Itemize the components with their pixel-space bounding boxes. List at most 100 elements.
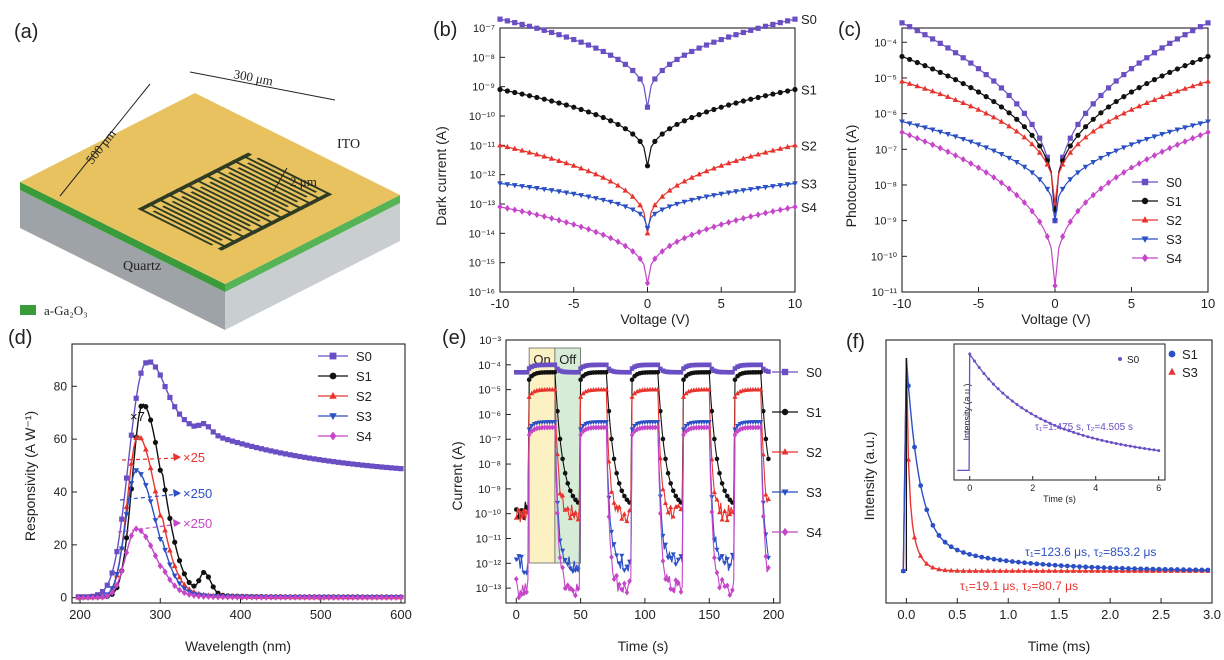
marker-s4 <box>527 210 532 217</box>
marker-s3 <box>722 561 727 566</box>
marker-s1 <box>655 370 660 375</box>
marker-s1 <box>937 533 942 538</box>
plot-frame <box>500 28 795 292</box>
marker-s4 <box>1205 129 1210 136</box>
marker-s0 <box>273 449 278 454</box>
marker-s4 <box>968 160 973 167</box>
marker-s1 <box>1205 54 1210 59</box>
marker-s0 <box>1029 122 1034 127</box>
marker-s0 <box>748 28 753 33</box>
marker-s4 <box>674 238 679 245</box>
marker-s4 <box>991 174 996 181</box>
marker-s2 <box>722 508 727 513</box>
marker-s1 <box>999 104 1004 109</box>
marker-s2 <box>1014 128 1020 133</box>
marker-s2 <box>899 78 905 83</box>
marker-s1 <box>1083 124 1088 129</box>
marker-s0 <box>630 68 635 73</box>
marker-s1 <box>722 488 727 493</box>
marker-s4 <box>778 206 783 213</box>
marker-s1 <box>1163 567 1168 572</box>
annotation-arrow <box>122 458 179 460</box>
marker-s1 <box>667 126 672 131</box>
marker-s0 <box>719 37 724 42</box>
marker-s4 <box>953 152 958 159</box>
y-tick-label: 60 <box>54 432 68 446</box>
marker-s1 <box>505 88 510 93</box>
marker-s1 <box>638 139 643 144</box>
legend-label-s3: S3 <box>1182 365 1198 380</box>
x-tick-label: 200 <box>763 607 785 622</box>
marker-s3 <box>918 553 923 558</box>
marker-s2 <box>143 446 149 451</box>
marker-s0 <box>778 20 783 25</box>
marker-s1 <box>1181 567 1186 572</box>
off-label: Off <box>559 352 576 367</box>
marker-s0 <box>1106 85 1111 90</box>
marker-s0 <box>1110 441 1113 444</box>
y-tick-label: 10⁻⁹ <box>478 484 501 496</box>
marker-s4 <box>1160 148 1165 155</box>
marker-s2 <box>623 187 629 192</box>
marker-s1 <box>741 98 746 103</box>
x-tick-label: 500 <box>310 607 332 622</box>
marker-s1 <box>930 523 935 528</box>
x-tick-label: 200 <box>69 607 91 622</box>
marker-s0 <box>230 439 235 444</box>
marker-s1 <box>1096 565 1101 570</box>
marker-s1 <box>712 437 717 442</box>
marker-s1 <box>1126 566 1131 571</box>
marker-s1 <box>553 370 558 375</box>
marker-s1 <box>211 584 216 589</box>
marker-s4 <box>704 226 709 233</box>
marker-s1 <box>1091 117 1096 122</box>
marker-s4 <box>792 203 797 210</box>
series-label-s4: S4 <box>801 200 817 215</box>
marker-s0 <box>915 28 920 33</box>
panel-label-e: (e) <box>442 327 466 349</box>
y-tick-label: 10⁻¹³ <box>470 199 496 211</box>
x-tick-label: 2.0 <box>1101 607 1119 622</box>
marker-s1 <box>571 105 576 110</box>
marker-s4 <box>682 235 687 242</box>
marker-s3 <box>645 226 651 231</box>
annotation-arrowhead <box>173 453 181 461</box>
marker-s1 <box>586 109 591 114</box>
responsivity-plot: 200 300 400 500 600020406080×7×25×250×250S0S… <box>54 344 412 622</box>
marker-s1 <box>564 102 569 107</box>
marker-s2 <box>329 392 336 399</box>
marker-s0 <box>1138 446 1141 449</box>
marker-s1 <box>1121 94 1126 99</box>
marker-s0 <box>379 464 384 469</box>
marker-s4 <box>899 129 904 136</box>
marker-s1 <box>1132 566 1137 571</box>
panel-b: (b) -10 -5 0 5 1010⁻¹⁶10⁻¹⁵10⁻¹⁴10⁻¹³10⁻¹²10… <box>433 12 817 327</box>
marker-s2 <box>153 488 159 493</box>
marker-s0 <box>655 363 660 368</box>
marker-s0 <box>225 437 230 442</box>
dark-current-plot: -10 -5 0 5 1010⁻¹⁶10⁻¹⁵10⁻¹⁴10⁻¹³10⁻¹²10⁻¹¹1… <box>469 12 817 311</box>
marker-s1 <box>719 105 724 110</box>
marker-s0 <box>512 20 517 25</box>
marker-s0 <box>505 18 510 23</box>
marker-s1 <box>991 99 996 104</box>
y-tick-label: 10⁻⁷ <box>473 23 495 35</box>
marker-s0 <box>307 456 312 461</box>
marker-s2 <box>660 487 665 492</box>
marker-s0 <box>987 377 990 380</box>
marker-s1 <box>1029 133 1034 138</box>
marker-s0 <box>1129 66 1134 71</box>
marker-s1 <box>953 77 958 82</box>
marker-s0 <box>1082 434 1085 437</box>
marker-s4 <box>733 217 738 224</box>
x-tick-label: 1.5 <box>1050 607 1068 622</box>
dim-gap-label: 2 μm <box>290 174 317 189</box>
marker-s3 <box>167 563 173 568</box>
marker-s1 <box>943 540 948 545</box>
marker-s4 <box>564 219 569 226</box>
marker-s4 <box>785 205 790 212</box>
marker-s1 <box>534 95 539 100</box>
marker-s0 <box>1190 28 1195 33</box>
marker-s0 <box>341 460 346 465</box>
marker-s1 <box>563 471 568 476</box>
